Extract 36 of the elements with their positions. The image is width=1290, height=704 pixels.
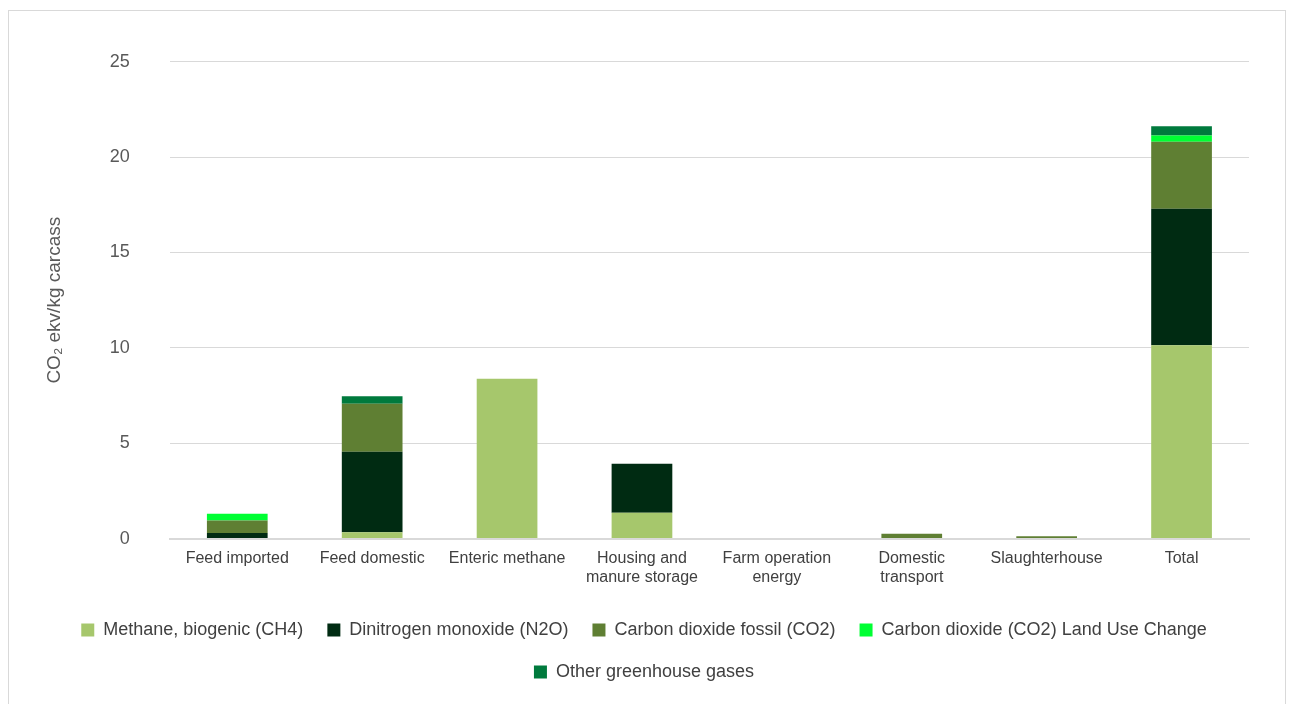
bar bbox=[1151, 345, 1212, 539]
legend-label: Carbon dioxide (CO2) Land Use Change bbox=[881, 618, 1207, 639]
x-tick-label: Feed imported bbox=[185, 548, 289, 566]
legend-label: Carbon dioxide fossil (CO2) bbox=[614, 618, 836, 639]
x-tick-label: Housing and manure storage bbox=[585, 548, 699, 585]
y-tick-label: 5 bbox=[119, 432, 130, 453]
x-tick-label: Enteric methane bbox=[448, 548, 566, 566]
y-tick-label: 20 bbox=[109, 146, 130, 167]
bar bbox=[206, 532, 268, 539]
y-tick-label: 0 bbox=[119, 527, 130, 548]
y-axis-title: CO₂ ekv/kg carcass bbox=[42, 216, 64, 384]
bar bbox=[206, 520, 268, 533]
bar bbox=[341, 403, 403, 452]
bar bbox=[611, 512, 673, 539]
bar bbox=[1151, 126, 1212, 136]
x-tick-label: Feed domestic bbox=[319, 548, 425, 566]
legend-label: Dinitrogen monoxide (N2O) bbox=[349, 618, 569, 639]
bar bbox=[206, 513, 268, 521]
bar bbox=[881, 533, 943, 539]
legend-label: Methane, biogenic (CH4) bbox=[103, 618, 304, 639]
x-tick-label: Farm operation energy bbox=[722, 548, 832, 585]
bar bbox=[476, 378, 538, 539]
y-tick-label: 10 bbox=[109, 336, 130, 357]
x-tick-label: Domestic transport bbox=[878, 548, 946, 585]
bar bbox=[611, 463, 673, 513]
y-tick-label: 25 bbox=[109, 50, 130, 71]
bar bbox=[1151, 135, 1212, 142]
bar bbox=[1151, 208, 1212, 346]
legend-label: Other greenhouse gases bbox=[555, 660, 755, 681]
x-tick-label: Total bbox=[1164, 548, 1199, 566]
bar bbox=[341, 532, 403, 539]
bar bbox=[341, 396, 403, 404]
bar bbox=[1151, 141, 1212, 209]
x-tick-label: Slaughterhouse bbox=[990, 548, 1103, 566]
bar bbox=[341, 451, 403, 533]
y-tick-label: 15 bbox=[109, 241, 130, 262]
